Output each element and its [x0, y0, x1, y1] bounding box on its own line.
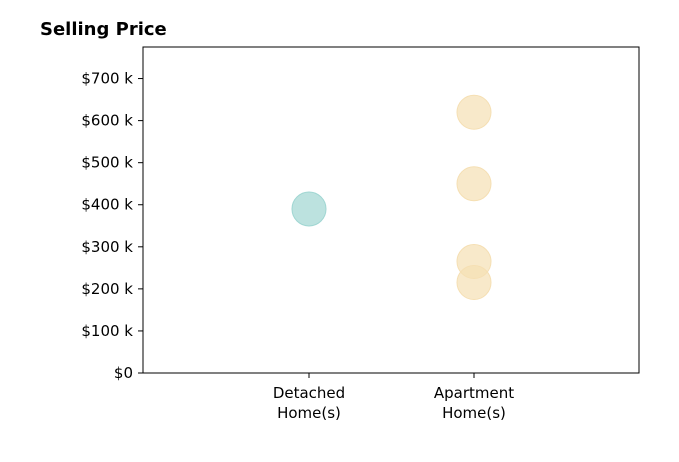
y-axis: $0 $100 k $200 k $300 k $400 k $500 k $600 k $7…: [81, 70, 143, 382]
data-point: [456, 166, 492, 202]
data-point: [291, 191, 327, 227]
x-tick-label: Detached: [273, 384, 345, 402]
x-tick-label: Home(s): [277, 404, 341, 422]
data-point: [456, 265, 492, 301]
x-tick-label: Home(s): [442, 404, 506, 422]
y-tick-label: $400 k: [81, 196, 133, 214]
data-point: [456, 94, 492, 130]
chart-title: Selling Price: [40, 19, 167, 40]
data-points: [291, 94, 492, 301]
y-tick-label: $700 k: [81, 70, 133, 88]
plot-area-frame: [142, 46, 640, 374]
y-tick-label: $0: [114, 364, 133, 382]
x-tick-label: Apartment: [434, 384, 514, 402]
y-tick-label: $600 k: [81, 112, 133, 130]
y-tick-label: $500 k: [81, 154, 133, 172]
y-tick-label: $200 k: [81, 280, 133, 298]
y-tick-label: $300 k: [81, 238, 133, 256]
x-axis: Detached Home(s) Apartment Home(s): [273, 373, 514, 422]
y-tick-label: $100 k: [81, 322, 133, 340]
